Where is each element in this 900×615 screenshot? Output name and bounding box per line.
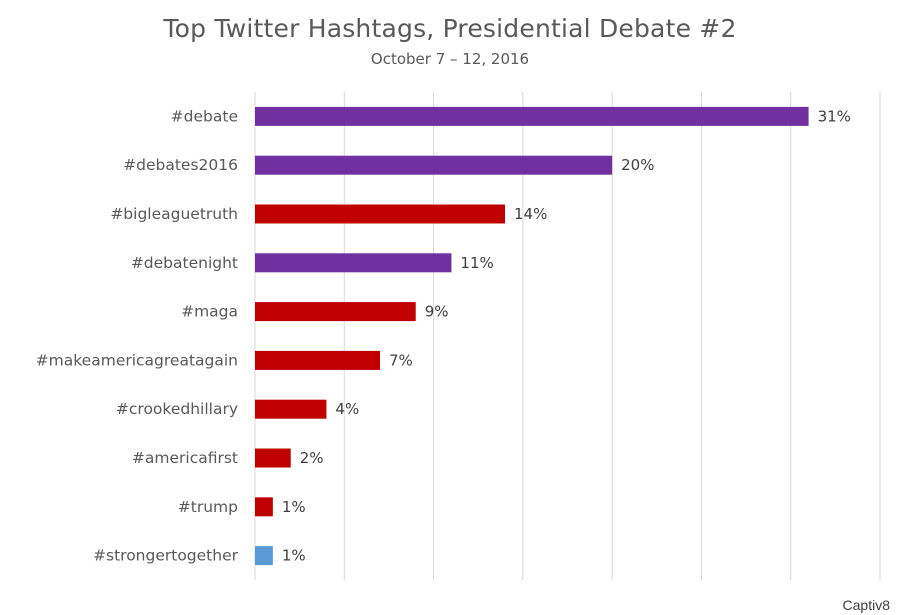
category-label-3: #debatenight: [131, 254, 238, 272]
data-label-3: 11%: [460, 254, 493, 272]
data-label-8: 1%: [282, 498, 306, 516]
category-label-1: #debates2016: [123, 156, 238, 174]
bar-1: [255, 155, 613, 175]
bars: [255, 106, 809, 566]
category-label-0: #debate: [171, 107, 238, 125]
data-label-4: 9%: [425, 303, 449, 321]
chart-title: Top Twitter Hashtags, Presidential Debat…: [163, 14, 737, 43]
data-label-6: 4%: [335, 400, 359, 418]
chart-subtitle: October 7 – 12, 2016: [370, 50, 530, 68]
category-label-7: #americafirst: [132, 449, 238, 467]
data-label-0: 31%: [818, 107, 851, 125]
bar-6: [255, 399, 327, 419]
category-label-6: #crookedhillary: [116, 400, 238, 418]
category-label-8: #trump: [178, 498, 238, 516]
bar-0: [255, 106, 809, 126]
bar-3: [255, 253, 452, 273]
bar-5: [255, 350, 380, 370]
category-label-2: #bigleaguetruth: [110, 205, 238, 223]
data-label-2: 14%: [514, 205, 547, 223]
data-label-9: 1%: [282, 547, 306, 565]
category-label-9: #strongertogether: [93, 547, 239, 565]
data-label-5: 7%: [389, 351, 413, 369]
bar-9: [255, 546, 273, 566]
captiv8-logo: Captiv8: [842, 597, 890, 613]
data-label-7: 2%: [300, 449, 324, 467]
category-label-5: #makeamericagreatagain: [36, 351, 238, 369]
category-label-4: #maga: [181, 303, 238, 321]
labels: #debate 31% #debates2016 20% #bigleaguetruth…: [36, 107, 851, 564]
bar-2: [255, 204, 505, 224]
bar-8: [255, 497, 273, 517]
bar-7: [255, 448, 291, 468]
bar-4: [255, 302, 416, 322]
data-label-1: 20%: [621, 156, 654, 174]
